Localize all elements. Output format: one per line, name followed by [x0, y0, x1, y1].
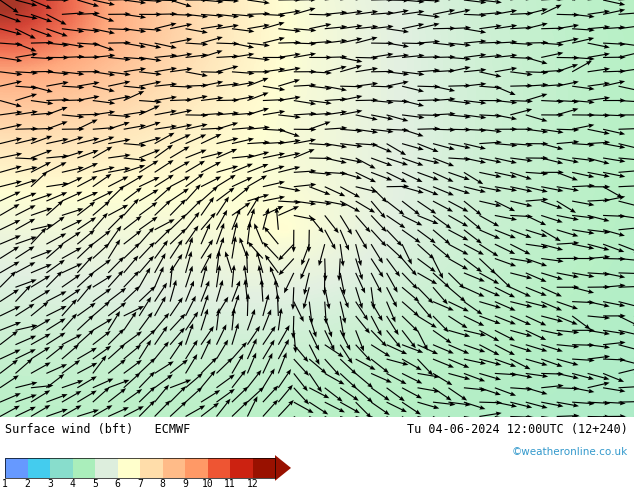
Bar: [5, 458, 27, 478]
Text: 3: 3: [47, 479, 53, 489]
Text: Surface wind (bft)   ECMWF: Surface wind (bft) ECMWF: [5, 422, 190, 436]
Bar: [252, 458, 275, 478]
Text: 12: 12: [247, 479, 259, 489]
Bar: [207, 458, 230, 478]
Text: Tu 04-06-2024 12:00UTC (12+240): Tu 04-06-2024 12:00UTC (12+240): [407, 422, 628, 436]
Bar: [72, 458, 95, 478]
Text: 7: 7: [137, 479, 143, 489]
Text: ©weatheronline.co.uk: ©weatheronline.co.uk: [512, 447, 628, 457]
Bar: [95, 458, 117, 478]
Bar: [185, 458, 207, 478]
Bar: [27, 458, 50, 478]
Bar: [162, 458, 185, 478]
Text: 8: 8: [160, 479, 165, 489]
Text: 4: 4: [70, 479, 75, 489]
Bar: [140, 458, 162, 478]
Text: 10: 10: [202, 479, 214, 489]
Text: 1: 1: [2, 479, 8, 489]
Bar: [117, 458, 140, 478]
Text: 9: 9: [182, 479, 188, 489]
Bar: [5, 458, 275, 478]
FancyArrow shape: [275, 455, 291, 481]
Text: 5: 5: [92, 479, 98, 489]
Bar: [50, 458, 72, 478]
Text: 11: 11: [224, 479, 236, 489]
Text: 2: 2: [25, 479, 30, 489]
Text: 6: 6: [115, 479, 120, 489]
Bar: [230, 458, 252, 478]
